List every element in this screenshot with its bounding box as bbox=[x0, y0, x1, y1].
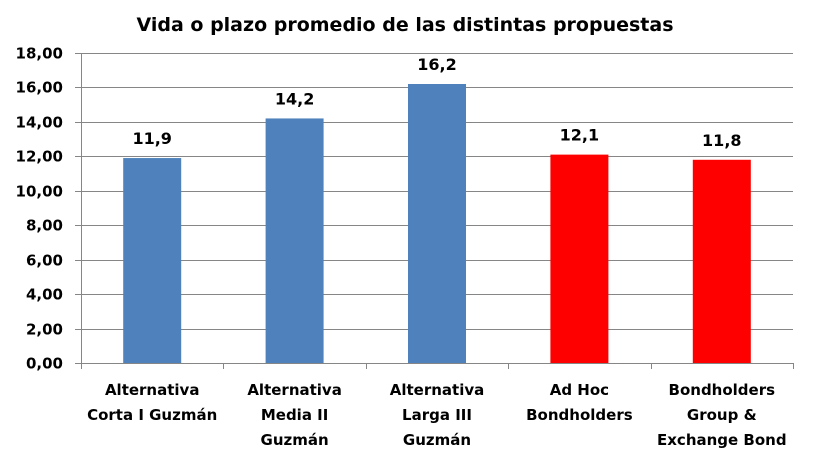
y-tick-label: 12,00 bbox=[16, 148, 63, 166]
y-tick-label: 2,00 bbox=[26, 321, 63, 339]
x-axis-label: Larga III bbox=[402, 406, 472, 424]
x-axis-label: Group & bbox=[687, 406, 757, 424]
bars bbox=[123, 84, 751, 363]
x-axis-label: Bondholders bbox=[669, 381, 776, 399]
x-axis-label: Alternativa bbox=[247, 381, 342, 399]
x-axis-label: Exchange Bond bbox=[657, 431, 787, 449]
x-axis-label: Corta I Guzmán bbox=[87, 406, 217, 424]
x-axis-label: Alternativa bbox=[105, 381, 200, 399]
data-label: 11,8 bbox=[702, 131, 741, 150]
x-axis-label: Bondholders bbox=[526, 406, 633, 424]
bar bbox=[550, 154, 609, 363]
y-tick-label: 8,00 bbox=[26, 217, 63, 235]
y-tick-label: 4,00 bbox=[26, 286, 63, 304]
y-tick-label: 14,00 bbox=[16, 114, 63, 132]
data-label: 11,9 bbox=[132, 129, 171, 148]
y-tick-label: 16,00 bbox=[16, 79, 63, 97]
bar bbox=[123, 158, 182, 363]
x-axis-label: Alternativa bbox=[390, 381, 485, 399]
y-tick-label: 10,00 bbox=[16, 183, 63, 201]
bar bbox=[408, 84, 466, 363]
x-axis-label: Guzmán bbox=[261, 431, 329, 449]
y-tick-label: 6,00 bbox=[26, 252, 63, 270]
y-axis-ticks: 0,00 2,00 4,00 6,00 8,00 10,00 12,00 14,00 16,00… bbox=[16, 45, 81, 373]
chart-title: Vida o plazo promedio de las distintas p… bbox=[136, 14, 673, 36]
bar bbox=[692, 159, 751, 363]
data-label: 12,1 bbox=[560, 126, 599, 145]
data-label: 16,2 bbox=[417, 55, 456, 74]
y-tick-label: 18,00 bbox=[16, 45, 63, 63]
y-tick-label: 0,00 bbox=[26, 355, 63, 373]
x-axis-labels: Alternativa Corta I Guzmán Alternativa Medi… bbox=[87, 381, 786, 449]
x-axis-label: Guzmán bbox=[403, 431, 471, 449]
data-label: 14,2 bbox=[275, 89, 314, 108]
data-labels: 11,9 14,2 16,2 12,1 11,8 bbox=[132, 55, 741, 150]
x-axis-label: Media II bbox=[261, 406, 329, 424]
axes bbox=[81, 53, 794, 369]
bar bbox=[265, 118, 324, 363]
x-axis-label: Ad Hoc bbox=[550, 381, 609, 399]
